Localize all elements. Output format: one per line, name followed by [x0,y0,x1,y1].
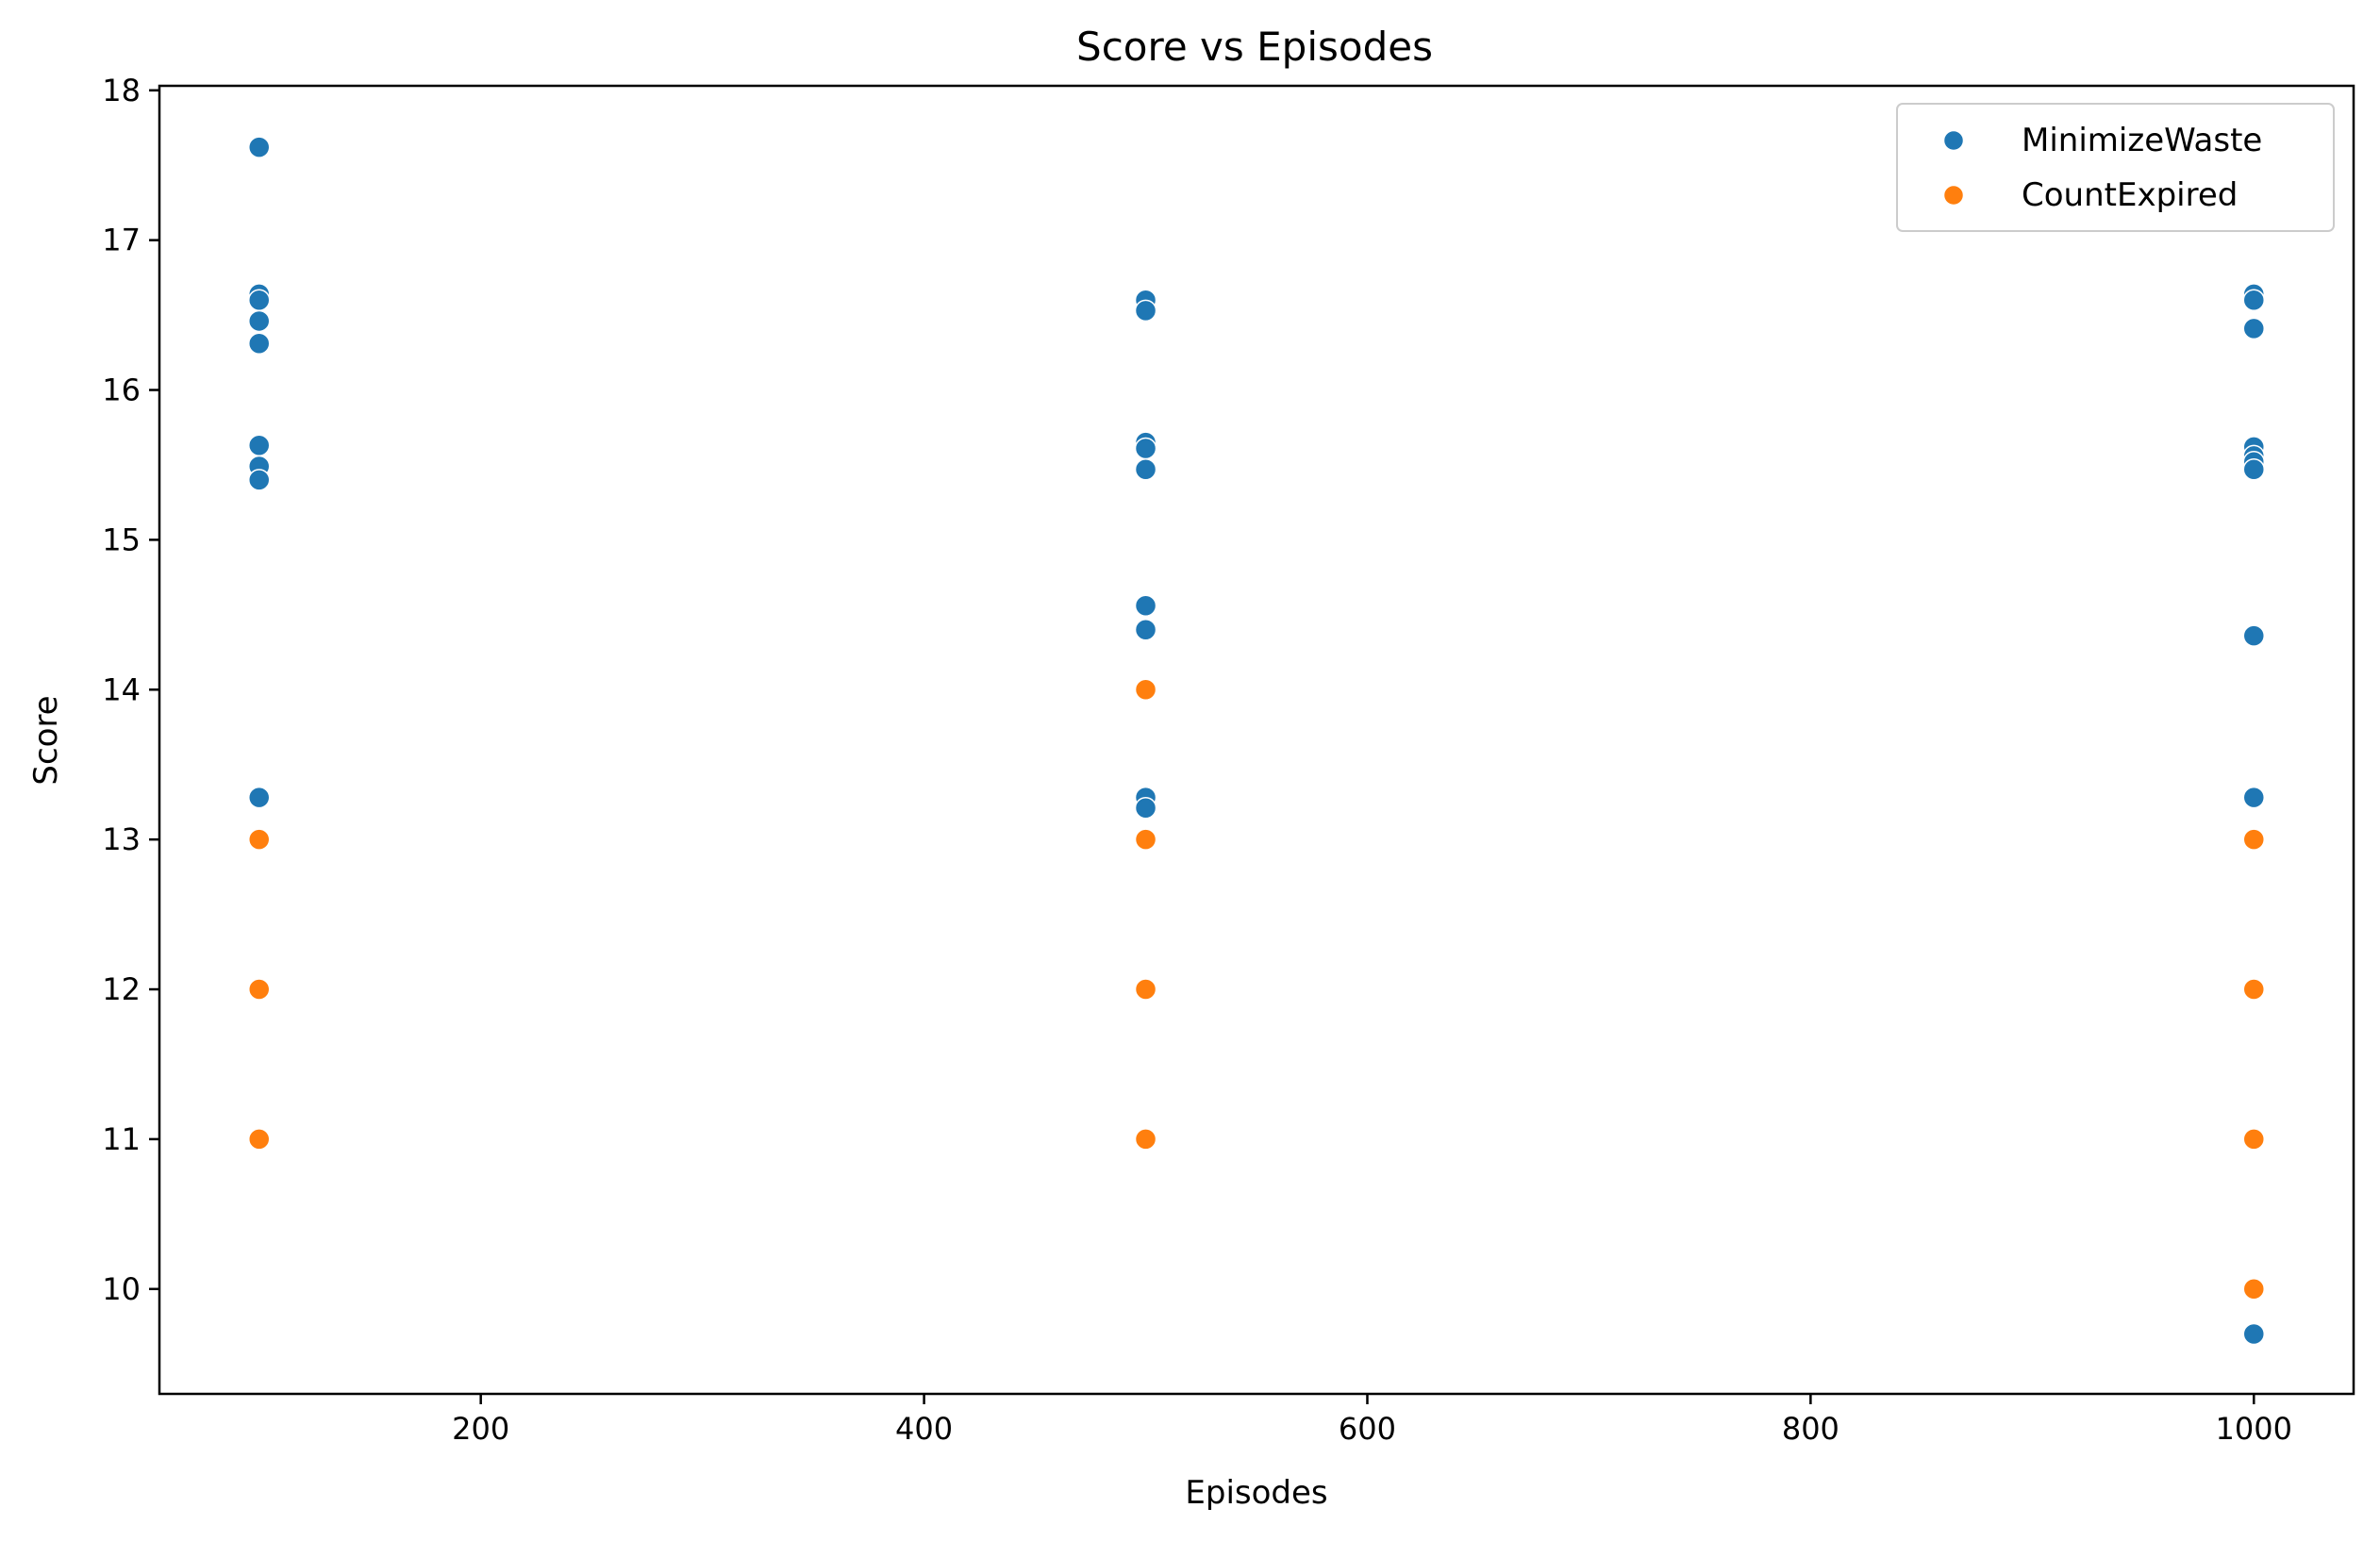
y-tick-label: 10 [102,1271,141,1307]
data-point-minimizewaste [247,434,271,457]
data-point-minimizewaste [2242,1322,2266,1346]
data-point-countexpired [1134,828,1157,851]
y-tick-label: 18 [102,73,141,108]
y-tick-label: 12 [102,971,141,1007]
points-layer [247,136,2266,1346]
x-tick-label: 600 [1339,1411,1396,1447]
x-axis-title: Episodes [1185,1474,1327,1512]
legend-marker-minimizewaste [1942,129,1965,152]
data-point-countexpired [247,1128,271,1151]
data-point-countexpired [2242,1128,2266,1151]
data-point-minimizewaste [2242,457,2266,481]
chart-title: Score vs Episodes [1076,24,1433,70]
data-point-minimizewaste [247,309,271,333]
data-point-countexpired [2242,828,2266,851]
y-tick-label: 15 [102,522,141,557]
y-tick-label: 13 [102,821,141,857]
data-point-minimizewaste [1134,437,1157,460]
legend: MinimizeWaste CountExpired [1896,103,2335,232]
data-point-countexpired [2242,1278,2266,1301]
data-point-countexpired [1134,1128,1157,1151]
x-axis-ticks: 200 400 600 800 1000 [452,1394,2292,1447]
x-tick-label: 1000 [2216,1411,2292,1447]
x-tick-label: 400 [895,1411,953,1447]
legend-marker-countexpired [1942,184,1965,207]
data-point-minimizewaste [1134,299,1157,323]
data-point-minimizewaste [1134,797,1157,820]
y-axis-ticks: 10 11 12 13 14 15 16 17 18 [102,73,159,1307]
data-point-minimizewaste [2242,289,2266,311]
legend-label-minimizewaste: MinimizeWaste [2022,122,2262,159]
x-tick-label: 800 [1782,1411,1839,1447]
data-point-countexpired [1134,978,1157,1001]
data-point-countexpired [247,978,271,1001]
y-axis-title: Score [27,695,65,785]
data-point-minimizewaste [247,786,271,809]
plot-frame [158,84,2355,1396]
data-point-countexpired [2242,978,2266,1001]
y-tick-label: 17 [102,223,141,258]
data-point-minimizewaste [1134,457,1157,481]
data-point-countexpired [1134,678,1157,702]
data-point-minimizewaste [2242,317,2266,340]
y-tick-label: 14 [102,671,141,707]
legend-box [1896,103,2335,232]
data-point-minimizewaste [1134,594,1157,618]
data-point-minimizewaste [247,469,271,491]
legend-label-countexpired: CountExpired [2022,176,2238,214]
data-point-minimizewaste [247,289,271,311]
y-tick-label: 11 [102,1121,141,1157]
data-point-minimizewaste [2242,786,2266,809]
data-point-minimizewaste [2242,624,2266,647]
data-point-countexpired [247,828,271,851]
y-tick-label: 16 [102,373,141,408]
data-point-minimizewaste [1134,618,1157,641]
data-point-minimizewaste [247,332,271,356]
x-tick-label: 200 [452,1411,509,1447]
data-point-minimizewaste [247,136,271,158]
